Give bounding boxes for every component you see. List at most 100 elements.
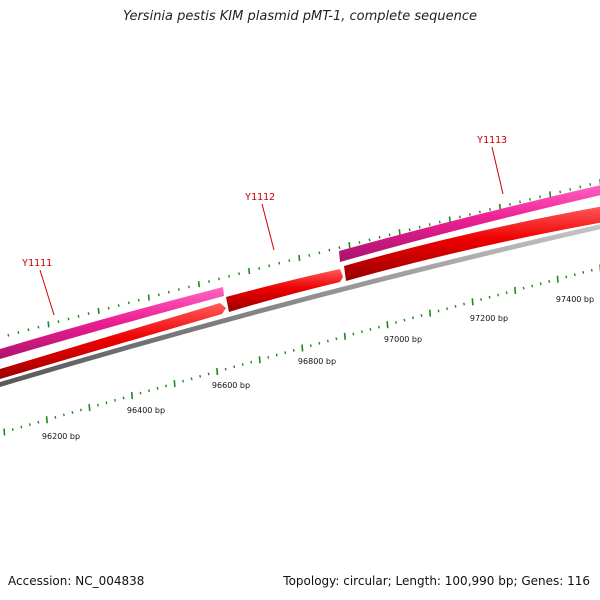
outer-tick-minor (428, 223, 431, 226)
scale-tick-minor (11, 428, 14, 431)
outer-tick-minor (107, 306, 110, 310)
gene-leader-y1113 (491, 146, 504, 195)
scale-tick-minor (539, 282, 542, 286)
inner-track-segment-3[interactable] (344, 205, 600, 281)
scale-tick-minor (224, 367, 227, 371)
outer-tick-minor (167, 290, 170, 294)
scale-tick-major (130, 391, 134, 400)
outer-tick-major (549, 191, 552, 198)
scale-tick-minor (497, 293, 500, 297)
scale-tick-minor (79, 408, 82, 412)
scale-tick-minor (37, 420, 40, 424)
scale-tick-major (386, 321, 389, 329)
scale-label-96400: 96400 bp (127, 406, 165, 415)
outer-track-segment-2[interactable] (339, 183, 600, 262)
scale-tick-minor (267, 355, 270, 359)
outer-tick-minor (569, 188, 572, 191)
gene-label-y1113[interactable]: Y1113 (477, 135, 507, 146)
outer-tick-minor (268, 264, 271, 268)
scale-tick-minor (505, 291, 508, 295)
scale-tick-minor (352, 332, 355, 336)
scale-tick-minor (28, 423, 31, 427)
scale-tick-major (45, 416, 48, 424)
scale-tick-minor (573, 273, 576, 277)
scale-tick-minor (20, 425, 23, 429)
outer-tick-minor (67, 317, 70, 321)
outer-tick-minor (408, 228, 411, 232)
inner-track-segment-1[interactable] (0, 303, 226, 382)
outer-tick-minor (478, 210, 481, 214)
scale-tick-minor (233, 365, 236, 369)
scale-tick-minor (480, 298, 483, 301)
scale-tick-minor (437, 309, 440, 313)
outer-tick-minor (238, 272, 241, 276)
scale-tick-minor (71, 411, 74, 414)
scale-tick-minor (284, 351, 287, 355)
outer-tick-major (348, 241, 351, 249)
scale-tick-major (556, 275, 559, 283)
scale-tick-minor (54, 415, 57, 419)
outer-track-segment-1[interactable] (0, 287, 224, 362)
outer-tick-minor (378, 235, 381, 239)
outer-tick-minor (208, 280, 210, 283)
outer-tick-minor (368, 238, 371, 242)
scale-tick-minor (582, 271, 585, 274)
outer-tick-minor (37, 325, 40, 329)
scale-tick-minor (250, 360, 253, 364)
gene-label-y1111[interactable]: Y1111 (22, 258, 52, 269)
outer-tick-minor (157, 293, 160, 297)
scale-label-97200: 97200 bp (470, 314, 508, 323)
scale-tick-major (258, 356, 261, 364)
outer-tick-minor (358, 241, 361, 244)
scale-tick-minor (309, 344, 312, 348)
scale-label-96600: 96600 bp (212, 381, 250, 390)
outer-tick-minor (579, 185, 582, 189)
scale-tick-minor (522, 286, 525, 290)
scale-tick-minor (292, 348, 295, 352)
scale-tick-minor (275, 353, 278, 357)
outer-tick-major (498, 203, 502, 210)
inner-track-segment-2[interactable] (226, 269, 343, 312)
outer-tick-minor (589, 183, 592, 186)
scale-tick-minor (412, 316, 414, 320)
outer-tick-minor (529, 197, 532, 201)
outer-tick-minor (258, 267, 261, 270)
outer-tick-minor (228, 274, 231, 278)
outer-tick-minor (7, 333, 10, 337)
outer-tick-major (197, 281, 201, 288)
scale-tick-minor (207, 372, 210, 376)
scale-tick-major (514, 286, 517, 295)
outer-tick-minor (308, 253, 311, 257)
scale-tick-major (301, 344, 304, 352)
scale-tick-minor (62, 413, 65, 417)
outer-tick-minor (218, 277, 221, 281)
scale-tick-minor (548, 280, 551, 283)
scale-tick-minor (463, 302, 466, 306)
outer-tick-major (147, 294, 150, 301)
scale-tick-minor (446, 307, 449, 311)
outer-tick-major (97, 307, 100, 314)
sequence-backbone (0, 224, 600, 388)
outer-tick-major (298, 254, 301, 262)
scale-tick-minor (148, 389, 151, 393)
scale-tick-major (343, 332, 346, 340)
gene-leader-y1111 (39, 269, 55, 316)
scale-tick-minor (182, 379, 185, 383)
scale-tick-major (88, 404, 91, 412)
gene-label-y1112[interactable]: Y1112 (245, 192, 275, 203)
scale-tick-minor (114, 398, 116, 402)
outer-tick-minor (77, 314, 80, 318)
scale-tick-major (173, 379, 176, 388)
scale-tick-minor (122, 396, 125, 400)
scale-tick-minor (531, 284, 534, 288)
outer-tick-minor (438, 220, 441, 224)
outer-tick-minor (519, 200, 522, 204)
scale-tick-minor (96, 403, 99, 407)
scale-label-96800: 96800 bp (298, 357, 336, 366)
scale-label-97000: 97000 bp (384, 335, 422, 344)
outer-tick-minor (468, 213, 471, 216)
map-title: Yersinia pestis KIM plasmid pMT-1, compl… (122, 9, 478, 24)
scale-tick-row (3, 264, 600, 436)
scale-tick-minor (394, 321, 397, 324)
outer-tick-minor (338, 246, 341, 250)
